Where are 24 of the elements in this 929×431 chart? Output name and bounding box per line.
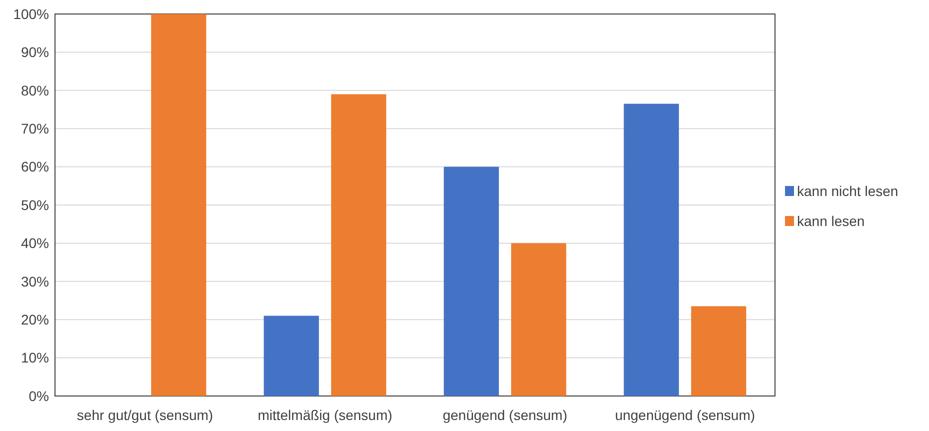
y-tick-label: 70% — [20, 120, 49, 136]
y-tick-label: 80% — [20, 82, 49, 98]
legend-label: kann lesen — [797, 212, 865, 229]
y-tick-label: 90% — [20, 44, 49, 60]
bar — [624, 104, 679, 396]
y-tick-label: 50% — [20, 196, 49, 213]
bar — [151, 14, 206, 396]
bar — [264, 316, 319, 396]
x-tick-label: ungenügend (sensum) — [614, 407, 756, 423]
y-tick-label: 100% — [13, 6, 49, 22]
x-tick-label: mittelmäßig (sensum) — [258, 407, 392, 423]
bar — [444, 166, 499, 396]
y-tick-label: 60% — [20, 158, 49, 175]
y-tick-label: 0% — [28, 388, 49, 404]
y-tick-label: 10% — [20, 350, 49, 366]
bar — [691, 306, 746, 396]
bar — [331, 94, 386, 396]
x-tick-label: genügend (sensum) — [442, 407, 568, 423]
y-tick-label: 20% — [20, 312, 49, 328]
y-tick-label: 40% — [20, 235, 49, 252]
legend-label: kann nicht lesen — [797, 182, 898, 199]
bar — [511, 243, 566, 396]
x-tick-label: sehr gut/gut (sensum) — [76, 407, 214, 423]
y-tick-label: 30% — [20, 273, 49, 290]
